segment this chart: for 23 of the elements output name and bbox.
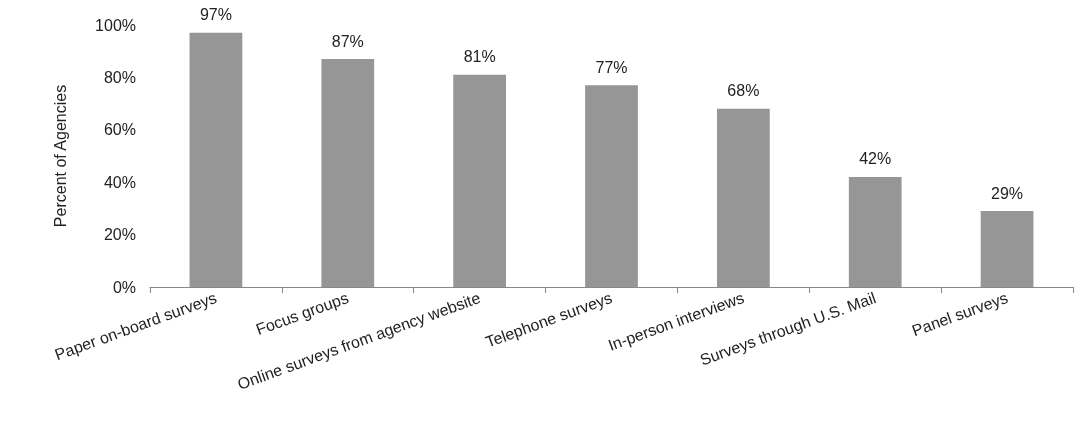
y-tick-label: 60%: [103, 121, 136, 139]
bar: [980, 211, 1034, 287]
data-label: 68%: [727, 82, 760, 100]
bar: [189, 32, 243, 287]
bar: [848, 176, 902, 287]
bar: [585, 85, 638, 287]
data-label: 42%: [859, 150, 892, 168]
bar: [453, 74, 507, 287]
x-tick-label: Panel surveys: [909, 289, 1010, 340]
y-tick-label: 40%: [103, 173, 136, 191]
data-label: 29%: [991, 184, 1024, 202]
data-label: 97%: [199, 6, 232, 24]
y-tick-label: 100%: [95, 16, 136, 34]
data-label: 81%: [463, 48, 496, 66]
x-tick-label: Focus groups: [253, 289, 351, 339]
y-axis-title: Percent of Agencies: [51, 84, 69, 228]
y-tick-label: 80%: [103, 68, 136, 86]
bar: [321, 59, 375, 287]
data-label: 77%: [595, 58, 628, 76]
data-label: 87%: [331, 32, 364, 50]
y-tick-label: 0%: [112, 278, 136, 296]
bar: [716, 108, 770, 287]
y-tick-label: 20%: [103, 226, 136, 244]
